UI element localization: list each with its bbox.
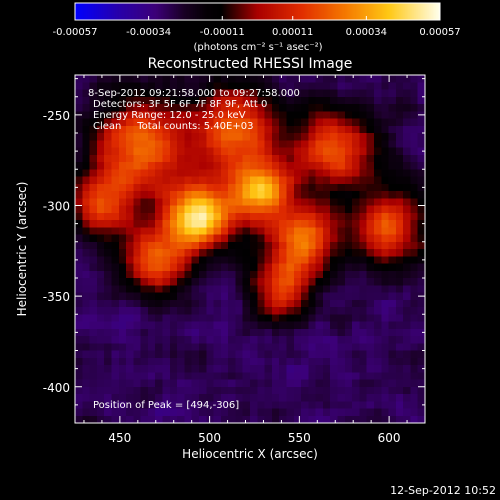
x-tick-label: 500 [198,431,221,445]
plot-area: 450 500 550 600 -250 -300 -350 -400 [43,74,426,445]
colorbar-tick-label: -0.00034 [126,27,171,38]
colorbar-tick-label: -0.00057 [53,27,98,38]
colorbar: -0.00057 -0.00034 -0.00011 0.00011 0.00034 0.… [53,2,461,53]
info-overlay: 8-Sep-2012 09:21:58.000 to 09:27:58.000 … [88,88,300,411]
date-stamp: 12-Sep-2012 10:52 [390,484,496,497]
colorbar-frame [74,2,441,21]
colorbar-tick-label: 0.00057 [419,27,460,38]
y-tick-label: -400 [43,381,70,395]
chart-title: Reconstructed RHESSI Image [148,56,353,72]
y-tick-label: -300 [43,200,70,214]
peak-position-label: Position of Peak = [494,-306] [93,400,239,411]
info-time-range: 8-Sep-2012 09:21:58.000 to 09:27:58.000 [88,88,300,99]
info-detectors: Detectors: 3F 5F 6F 7F 8F 9F, Att 0 [93,99,267,110]
x-tick-label: 600 [378,431,401,445]
y-tick-label: -250 [43,109,70,123]
y-axis-label: Heliocentric Y (arcsec) [15,182,29,317]
heatmap-image [75,75,425,423]
info-energy-range: Energy Range: 12.0 - 25.0 keV [93,110,246,121]
colorbar-unit-label: (photons cm⁻² s⁻¹ asec⁻²) [193,42,322,53]
x-axis-label: Heliocentric X (arcsec) [182,447,318,461]
y-tick-label: -350 [43,290,70,304]
colorbar-ticks: -0.00057 -0.00034 -0.00011 0.00011 0.00034 0.… [53,16,461,38]
x-tick-label: 550 [288,431,311,445]
colorbar-tick-label: -0.00011 [200,27,245,38]
colorbar-tick-label: 0.00011 [272,27,313,38]
colorbar-gradient [75,3,440,20]
x-tick-label: 450 [108,431,131,445]
axis-ticks: 450 500 550 600 -250 -300 -350 -400 [43,75,426,445]
info-clean-counts: Clean Total counts: 5.40E+03 [93,121,253,132]
plot-frame [74,74,426,424]
colorbar-tick-label: 0.00034 [346,27,387,38]
